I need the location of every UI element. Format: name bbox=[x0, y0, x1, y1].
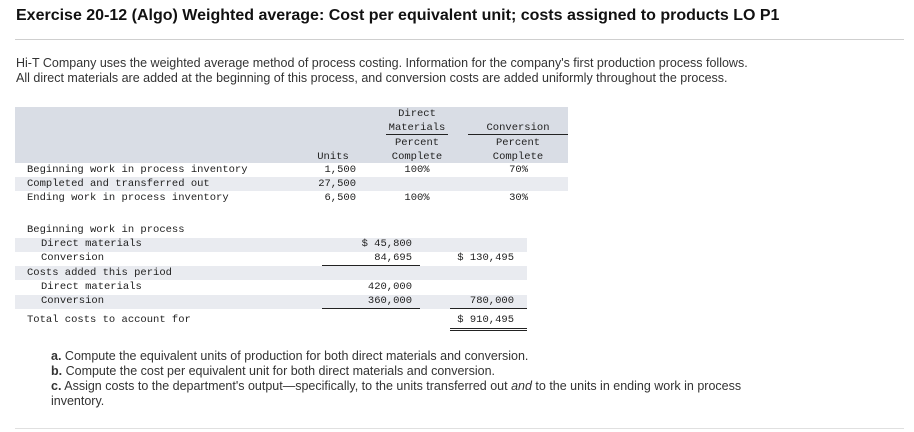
row-units-completed: 27,500 bbox=[318, 178, 356, 190]
row-units-ending-wip: 6,500 bbox=[324, 192, 356, 204]
question-c: c. Assign costs to the department's outp… bbox=[51, 379, 851, 394]
dm-header-underline bbox=[386, 134, 448, 135]
cost-table-row-shade-1 bbox=[15, 238, 527, 252]
question-c-text-2: to the units in ending work in process bbox=[535, 379, 742, 393]
added-total-value: 780,000 bbox=[469, 295, 514, 307]
bottom-divider bbox=[15, 428, 904, 429]
bwip-cv-value: 84,695 bbox=[374, 252, 412, 264]
question-a-text: Compute the equivalent units of producti… bbox=[64, 349, 529, 363]
added-total-underline bbox=[450, 308, 527, 309]
row-dm-ending-wip: 100% bbox=[404, 192, 430, 204]
bwip-subtotal-underline bbox=[322, 265, 420, 266]
units-table-row-shade bbox=[15, 177, 568, 191]
added-dm-label: Direct materials bbox=[41, 281, 142, 293]
units-header: Units bbox=[317, 151, 349, 163]
page-title: Exercise 20-12 (Algo) Weighted average: … bbox=[16, 7, 780, 24]
row-label-beginning-wip: Beginning work in process inventory bbox=[27, 164, 248, 176]
question-b-label: b. bbox=[51, 364, 63, 378]
question-a-label: a. bbox=[51, 349, 62, 363]
intro-line-2: All direct materials are added at the be… bbox=[16, 71, 728, 85]
row-cv-ending-wip: 30% bbox=[509, 192, 528, 204]
units-table-header-shade bbox=[15, 107, 568, 163]
total-costs-label: Total costs to account for bbox=[27, 314, 191, 326]
dm-header-2: Materials bbox=[388, 122, 446, 134]
question-b-text: Compute the cost per equivalent unit for… bbox=[65, 364, 495, 378]
row-dm-beginning-wip: 100% bbox=[404, 164, 430, 176]
row-label-completed: Completed and transferred out bbox=[27, 178, 210, 190]
question-list: a. Compute the equivalent units of produ… bbox=[51, 349, 851, 409]
bwip-cv-label: Conversion bbox=[41, 252, 105, 264]
dm-header-4: Complete bbox=[391, 151, 443, 163]
row-units-beginning-wip: 1,500 bbox=[324, 164, 356, 176]
bwip-dm-label: Direct materials bbox=[41, 238, 142, 250]
row-label-ending-wip: Ending work in process inventory bbox=[27, 192, 229, 204]
question-b: b. Compute the cost per equivalent unit … bbox=[51, 364, 851, 379]
added-subtotal-underline bbox=[322, 308, 420, 309]
cost-table-row-shade-2 bbox=[15, 266, 527, 280]
question-c-emphasis: and bbox=[511, 379, 532, 393]
bwip-label: Beginning work in process bbox=[27, 224, 185, 236]
conversion-header-3: Complete bbox=[492, 151, 544, 163]
bwip-dm-value: $ 45,800 bbox=[361, 238, 412, 250]
added-dm-value: 420,000 bbox=[367, 281, 412, 293]
title-divider bbox=[15, 39, 904, 40]
question-c-text-1: Assign costs to the department's output—… bbox=[64, 379, 508, 393]
row-cv-beginning-wip: 70% bbox=[509, 164, 528, 176]
bwip-total-value: $ 130,495 bbox=[457, 252, 514, 264]
added-cv-value: 360,000 bbox=[367, 295, 412, 307]
added-label: Costs added this period bbox=[27, 267, 172, 279]
added-cv-label: Conversion bbox=[41, 295, 105, 307]
dm-header-3: Percent bbox=[394, 137, 440, 149]
intro-paragraph: Hi-T Company uses the weighted average m… bbox=[16, 56, 896, 86]
question-c-label: c. bbox=[51, 379, 62, 393]
conversion-header-1: Conversion bbox=[486, 122, 550, 134]
dm-header-1: Direct bbox=[398, 108, 436, 120]
conversion-header-2: Percent bbox=[495, 137, 541, 149]
total-costs-value: $ 910,495 bbox=[457, 314, 514, 326]
question-c-continued: inventory. bbox=[51, 394, 851, 409]
cost-table-row-shade-3 bbox=[15, 295, 527, 309]
question-c-text-3: inventory. bbox=[51, 394, 105, 408]
total-costs-double-underline bbox=[450, 328, 527, 331]
intro-line-1: Hi-T Company uses the weighted average m… bbox=[16, 56, 748, 70]
question-a: a. Compute the equivalent units of produ… bbox=[51, 349, 851, 364]
conversion-header-underline bbox=[468, 134, 568, 135]
